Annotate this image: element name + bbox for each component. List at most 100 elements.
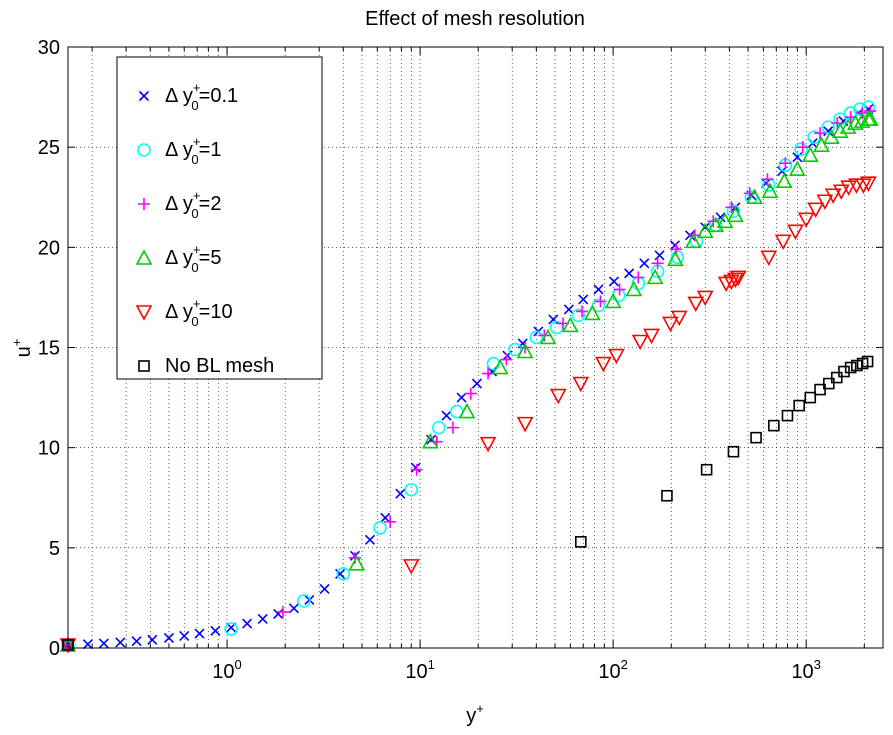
data-point	[844, 361, 857, 374]
series-5	[62, 355, 874, 651]
data-point	[82, 639, 93, 650]
data-point	[373, 520, 387, 535]
data-point	[646, 268, 664, 285]
y-tick-label: 25	[38, 137, 60, 159]
legend-marker	[137, 143, 151, 157]
data-point	[471, 378, 483, 389]
data-series	[59, 100, 879, 654]
data-point	[855, 178, 872, 194]
legend: Δ y+ 0=0.1 Δ y+ 0=1 Δ y+ 0=2 Δ y+ 0=5 Δ y+ 0=10 No…	[116, 56, 323, 380]
y-tick-label: 20	[38, 237, 60, 259]
data-point	[563, 304, 574, 315]
data-point	[662, 316, 679, 333]
data-point	[775, 172, 793, 189]
data-point	[781, 409, 794, 422]
data-point	[768, 419, 780, 432]
data-point	[224, 622, 238, 636]
data-point	[593, 284, 604, 295]
data-point	[761, 182, 779, 199]
data-point	[814, 127, 827, 140]
y-tick-label: 5	[49, 538, 60, 560]
data-point	[583, 304, 601, 321]
data-point	[727, 272, 744, 289]
data-point	[604, 292, 622, 309]
data-point	[847, 114, 864, 130]
data-point	[779, 157, 792, 170]
y-axis-label: u+	[9, 339, 35, 358]
x-tick-label: 102	[598, 657, 627, 683]
data-point	[163, 632, 175, 644]
data-point	[242, 618, 253, 629]
data-point	[273, 608, 284, 620]
data-point	[549, 388, 567, 405]
data-point	[297, 594, 311, 608]
data-point	[813, 136, 830, 152]
chart-title: Effect of mesh resolution	[365, 8, 585, 30]
data-point	[723, 274, 740, 291]
data-point	[774, 234, 792, 251]
data-point	[491, 358, 509, 375]
data-point	[666, 250, 684, 267]
data-point	[853, 102, 867, 116]
data-point	[210, 625, 221, 636]
data-point	[500, 353, 513, 366]
data-point	[831, 117, 844, 130]
data-point	[669, 240, 681, 251]
data-point	[539, 328, 557, 345]
data-point	[422, 432, 439, 449]
data-point	[823, 126, 834, 137]
data-point	[760, 250, 778, 267]
data-point	[464, 387, 477, 400]
x-tick-label: 103	[791, 657, 820, 683]
legend-marker	[135, 249, 153, 265]
data-point	[651, 257, 664, 270]
data-point	[446, 421, 459, 434]
data-point	[194, 628, 205, 639]
legend-marker	[135, 305, 153, 321]
data-point	[821, 120, 835, 134]
data-point	[395, 488, 406, 499]
data-point	[624, 268, 635, 279]
data-point	[179, 630, 190, 642]
series-4	[59, 176, 877, 654]
data-point	[787, 224, 804, 240]
data-point	[613, 283, 626, 296]
axis-ticks: 0 5 10 15 20 25 30 100 101 102 103	[38, 37, 883, 683]
data-point	[115, 637, 126, 648]
data-point	[441, 410, 452, 421]
data-point	[561, 316, 579, 333]
data-point	[548, 314, 559, 325]
data-point	[508, 342, 522, 357]
data-point	[830, 371, 843, 384]
y-tick-label: 30	[38, 37, 60, 59]
legend-marker	[138, 360, 150, 372]
data-point	[860, 176, 877, 192]
data-point	[687, 296, 705, 313]
data-point	[335, 568, 346, 579]
data-point	[288, 603, 299, 614]
data-point	[661, 489, 673, 502]
data-point	[643, 328, 660, 345]
data-point	[794, 142, 808, 156]
data-point	[746, 188, 763, 205]
data-point	[801, 146, 819, 162]
data-point	[482, 367, 495, 380]
data-point	[832, 184, 850, 200]
data-point	[840, 180, 858, 196]
data-point	[726, 204, 741, 219]
data-point	[804, 391, 817, 404]
data-point	[700, 463, 713, 476]
data-point	[277, 605, 290, 618]
data-point	[336, 567, 351, 581]
data-point	[823, 377, 835, 390]
data-point	[684, 232, 702, 249]
data-point	[793, 399, 805, 412]
data-point	[479, 436, 497, 453]
data-point	[625, 280, 643, 297]
data-point	[824, 188, 842, 204]
y-tick-label: 10	[38, 438, 60, 460]
data-point	[608, 276, 620, 287]
y-tick-label: 0	[49, 638, 60, 660]
data-point	[516, 416, 534, 433]
